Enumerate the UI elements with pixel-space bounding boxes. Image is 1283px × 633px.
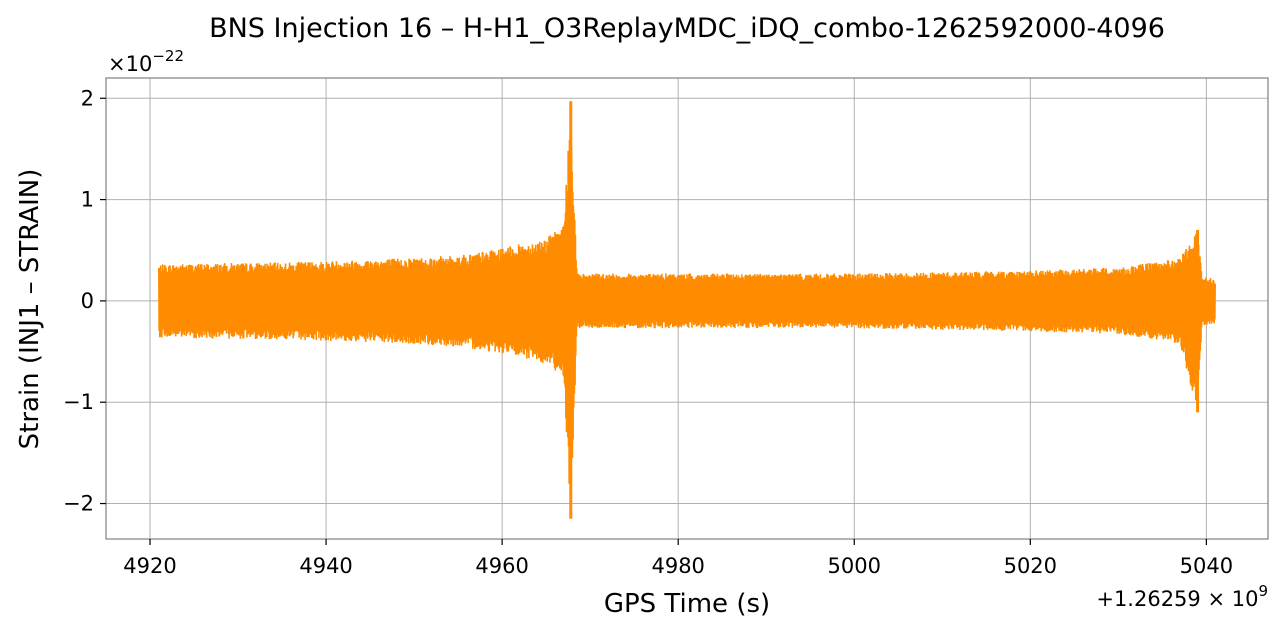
y-scale-text: ×10 [108,52,152,76]
x-tick-label: 4980 [651,554,704,578]
x-tick-label: 5020 [1004,554,1057,578]
x-tick-label: 4940 [299,554,352,578]
x-tick-label: 4920 [123,554,176,578]
series-area [158,101,1216,519]
x-offset-exp: 9 [1258,582,1268,600]
x-offset-text: +1.26259 × 10 [1096,587,1258,611]
x-tick-label: 5040 [1180,554,1233,578]
svg-text:+1.26259 × 109: +1.26259 × 109 [1096,582,1268,611]
x-tick-label: 4960 [475,554,528,578]
y-tick-label: 0 [81,289,94,313]
svg-text:×10−22: ×10−22 [108,47,184,76]
x-axis-label: GPS Time (s) [604,589,770,619]
x-tick-label: 5000 [828,554,881,578]
plot-frame [105,77,1269,540]
y-tick-label: −1 [63,390,94,414]
y-scale-factor: ×10−22 [108,47,184,76]
y-tick-label: −2 [63,492,94,516]
x-offset-factor: +1.26259 × 109 [1096,582,1268,611]
chart-title: BNS Injection 16 – H-H1_O3ReplayMDC_iDQ_… [209,13,1165,44]
y-scale-exp: −22 [152,47,184,65]
y-axis-label: Strain (INJ1 – STRAIN) [15,169,45,450]
x-axis-ticks: 4920 4940 4960 4980 5000 5020 5040 [123,539,1233,578]
y-tick-label: 2 [81,86,94,110]
y-tick-label: 1 [81,188,94,212]
strain-series-line [158,116,1216,484]
y-axis-ticks: 2 1 0 −1 −2 [63,86,106,516]
